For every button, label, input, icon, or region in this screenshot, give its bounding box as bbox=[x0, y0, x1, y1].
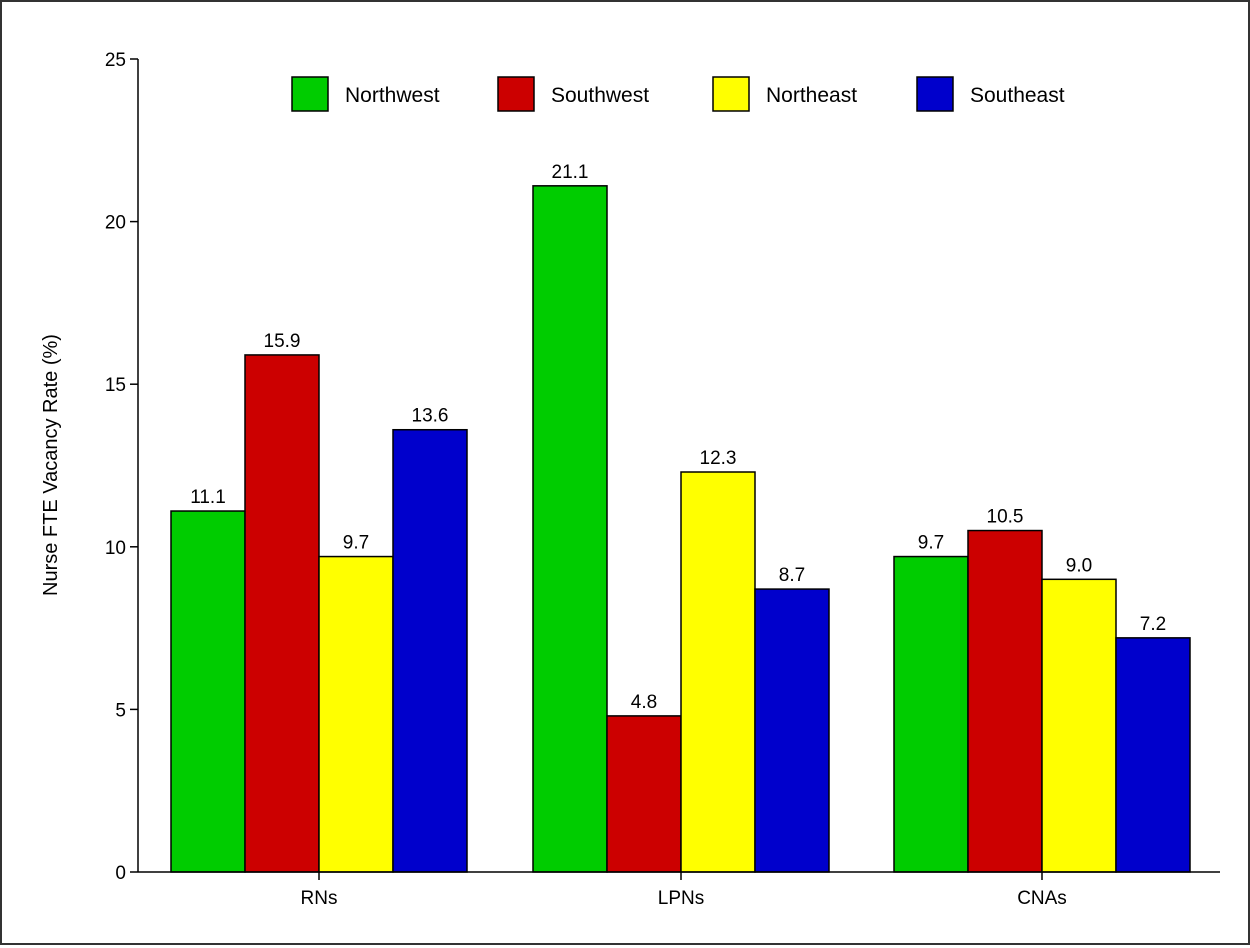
data-label-southwest-rns: 15.9 bbox=[264, 331, 301, 352]
axes-group: 0 5 10 15 20 25 RNs LPNs CNAs bbox=[105, 50, 1220, 909]
bar-northwest-cnas bbox=[893, 555, 969, 873]
data-label-southwest-cnas: 10.5 bbox=[987, 507, 1024, 528]
bar-southeast-rns bbox=[392, 428, 468, 873]
legend-swatch-southwest bbox=[497, 76, 535, 112]
data-labels-group: 11.1 15.9 9.7 13.6 21.1 4.8 12.3 8.7 9.7 10.5 9.0 7… bbox=[190, 162, 1166, 713]
bars-group bbox=[170, 185, 1191, 873]
y-axis-title: Nurse FTE Vacancy Rate (%) bbox=[40, 334, 62, 596]
bar-southwest-cnas bbox=[967, 529, 1043, 873]
data-label-northeast-lpns: 12.3 bbox=[700, 448, 737, 469]
legend-label-southeast: Southeast bbox=[970, 84, 1065, 107]
legend-swatch-northeast bbox=[712, 76, 750, 112]
data-label-southeast-lpns: 8.7 bbox=[779, 565, 805, 586]
data-label-southwest-lpns: 4.8 bbox=[631, 692, 657, 713]
data-label-southeast-cnas: 7.2 bbox=[1140, 614, 1166, 635]
data-label-southeast-rns: 13.6 bbox=[412, 406, 449, 427]
legend-label-southwest: Southwest bbox=[551, 84, 649, 107]
x-tick-label-cnas: CNAs bbox=[1017, 888, 1067, 909]
bar-southwest-rns bbox=[244, 354, 320, 873]
y-tick-label: 0 bbox=[115, 863, 126, 884]
y-tick-label: 20 bbox=[105, 213, 126, 234]
bar-northwest-lpns bbox=[532, 185, 608, 873]
data-label-northeast-rns: 9.7 bbox=[343, 533, 369, 554]
legend-label-northeast: Northeast bbox=[766, 84, 857, 107]
legend-swatch-northwest bbox=[291, 76, 329, 112]
bar-northeast-rns bbox=[318, 555, 394, 873]
data-label-northeast-cnas: 9.0 bbox=[1066, 555, 1092, 576]
bar-northwest-rns bbox=[170, 510, 246, 873]
y-tick-label: 15 bbox=[105, 375, 126, 396]
bar-northeast-cnas bbox=[1041, 578, 1117, 873]
bar-southeast-lpns bbox=[754, 588, 830, 873]
y-tick-label: 5 bbox=[115, 700, 126, 721]
data-label-northwest-lpns: 21.1 bbox=[552, 162, 589, 183]
bar-southwest-lpns bbox=[606, 715, 682, 873]
x-tick-label-rns: RNs bbox=[301, 888, 338, 909]
legend-swatch-southeast bbox=[916, 76, 954, 112]
x-tick-label-lpns: LPNs bbox=[658, 888, 704, 909]
data-label-northwest-cnas: 9.7 bbox=[918, 533, 944, 554]
data-label-northwest-rns: 11.1 bbox=[190, 487, 226, 508]
bar-northeast-lpns bbox=[680, 471, 756, 873]
bar-southeast-cnas bbox=[1115, 637, 1191, 873]
legend: Northwest Southwest Northeast Southeast bbox=[291, 76, 1065, 112]
legend-label-northwest: Northwest bbox=[345, 84, 440, 107]
y-tick-label: 10 bbox=[105, 538, 126, 559]
y-tick-label: 25 bbox=[105, 50, 126, 71]
